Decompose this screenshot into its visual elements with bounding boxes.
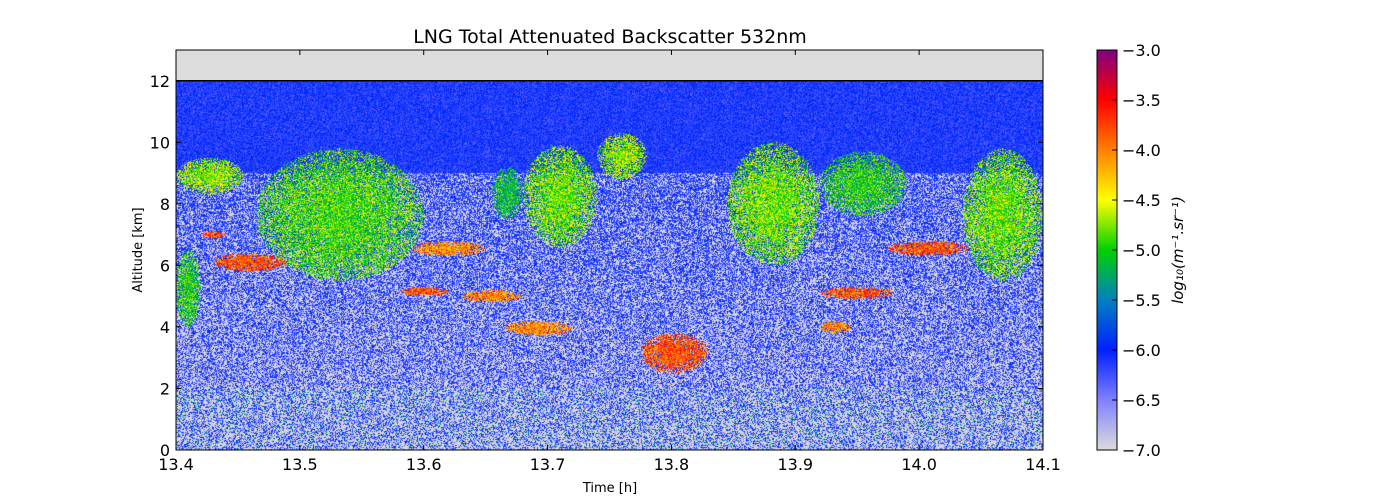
y-tick-label: 12	[150, 72, 170, 91]
x-tick-label: 13.7	[530, 455, 566, 474]
x-tick-label: 13.9	[777, 455, 813, 474]
colorbar-tick-label: −4.0	[1122, 141, 1161, 160]
x-tick-label: 14.1	[1025, 455, 1061, 474]
y-tick-label: 4	[160, 318, 170, 337]
y-axis-label: Altitude [km]	[131, 207, 146, 292]
y-tick-label: 10	[150, 133, 170, 152]
colorbar-tick-label: −7.0	[1122, 441, 1161, 460]
backscatter-heatmap	[176, 50, 1043, 450]
x-tick-label: 13.5	[282, 455, 318, 474]
y-tick-label: 6	[160, 256, 170, 275]
colorbar-tick-label: −4.5	[1122, 191, 1161, 210]
y-tick-label: 2	[160, 379, 170, 398]
x-tick-label: 13.4	[158, 455, 194, 474]
y-tick-label: 0	[160, 441, 170, 460]
y-tick-label: 8	[160, 195, 170, 214]
colorbar-tick-label: −3.0	[1122, 41, 1161, 60]
x-tick-label: 13.8	[654, 455, 690, 474]
plot-frame	[175, 49, 1044, 451]
x-tick-label: 13.6	[406, 455, 442, 474]
y-axis-ticks: 0 2 4 6 8 10 12	[150, 72, 1043, 460]
colorbar-label: log₁₀(m⁻¹.sr⁻¹)	[1169, 196, 1187, 304]
x-axis-ticks: 13.4 13.5 13.6 13.7 13.8 13.9 14.0 14.1	[158, 50, 1061, 474]
colorbar-tick-label: −5.0	[1122, 241, 1161, 260]
colorbar-tick-label: −6.0	[1122, 341, 1161, 360]
x-axis-label: Time [h]	[582, 481, 637, 496]
colorbar-tick-label: −6.5	[1122, 391, 1161, 410]
colorbar-tick-label: −3.5	[1122, 91, 1161, 110]
plot-area	[175, 49, 1044, 451]
x-tick-label: 14.0	[901, 455, 937, 474]
colorbar-ticks: −7.0 −6.5 −6.0 −5.5 −5.0 −4.5 −4.0 −3.5 −3.0	[1112, 41, 1161, 460]
chart-title: LNG Total Attenuated Backscatter 532nm	[413, 26, 807, 48]
colorbar-tick-label: −5.5	[1122, 291, 1161, 310]
colorbar: −7.0 −6.5 −6.0 −5.5 −5.0 −4.5 −4.0 −3.5 −3.0 log…	[1096, 41, 1187, 460]
